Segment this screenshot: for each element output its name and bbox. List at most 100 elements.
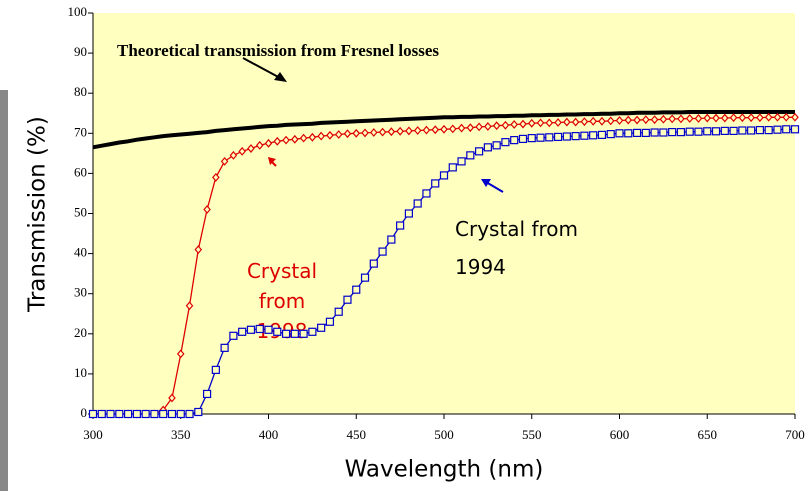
marker bbox=[528, 135, 535, 142]
marker bbox=[186, 411, 193, 418]
marker bbox=[765, 127, 772, 134]
marker bbox=[581, 132, 588, 139]
marker bbox=[221, 344, 228, 351]
y-tick-label: 0 bbox=[81, 405, 88, 420]
marker bbox=[537, 134, 544, 141]
marker bbox=[519, 135, 526, 142]
annotation-line: Crystal bbox=[247, 259, 317, 283]
annotation-line: 1994 bbox=[455, 255, 506, 279]
x-tick-label: 550 bbox=[522, 427, 542, 442]
x-tick-label: 300 bbox=[83, 427, 103, 442]
marker bbox=[783, 126, 790, 133]
annotation-line: Crystal from bbox=[455, 217, 578, 241]
marker bbox=[107, 411, 114, 418]
marker bbox=[326, 318, 333, 325]
marker bbox=[721, 127, 728, 134]
marker bbox=[397, 222, 404, 229]
marker bbox=[634, 129, 641, 136]
marker bbox=[265, 326, 272, 333]
marker bbox=[713, 128, 720, 135]
marker bbox=[116, 411, 123, 418]
annotation-line: from bbox=[259, 289, 306, 313]
y-axis-label: Transmission (%) bbox=[25, 116, 51, 313]
x-tick-label: 350 bbox=[171, 427, 191, 442]
marker bbox=[651, 129, 658, 136]
marker bbox=[476, 148, 483, 155]
side-strip bbox=[0, 90, 8, 491]
y-tick-label: 50 bbox=[74, 204, 87, 219]
marker bbox=[318, 324, 325, 331]
y-tick-label: 100 bbox=[68, 4, 88, 19]
marker bbox=[563, 133, 570, 140]
chart: Wavelength (nm) Transmission (%) Theoret… bbox=[0, 0, 809, 491]
marker bbox=[511, 137, 518, 144]
marker bbox=[274, 328, 281, 335]
y-tick-label: 10 bbox=[74, 365, 87, 380]
y-tick-label: 80 bbox=[74, 84, 87, 99]
marker bbox=[230, 332, 237, 339]
x-tick-label: 450 bbox=[347, 427, 367, 442]
y-tick-label: 70 bbox=[74, 124, 87, 139]
marker bbox=[774, 126, 781, 133]
marker bbox=[625, 130, 632, 137]
plot-area bbox=[93, 13, 795, 414]
marker bbox=[449, 164, 456, 171]
x-tick-label: 700 bbox=[785, 427, 805, 442]
marker bbox=[432, 180, 439, 187]
marker bbox=[283, 330, 290, 337]
marker bbox=[423, 190, 430, 197]
marker bbox=[151, 411, 158, 418]
marker bbox=[125, 411, 132, 418]
y-tick-label: 40 bbox=[74, 245, 87, 260]
marker bbox=[177, 411, 184, 418]
marker bbox=[642, 129, 649, 136]
marker bbox=[441, 172, 448, 179]
marker bbox=[142, 411, 149, 418]
x-tick-label: 500 bbox=[434, 427, 454, 442]
marker bbox=[388, 236, 395, 243]
marker bbox=[414, 200, 421, 207]
marker bbox=[239, 328, 246, 335]
y-tick-label: 30 bbox=[74, 285, 87, 300]
x-tick-label: 600 bbox=[610, 427, 630, 442]
marker bbox=[344, 296, 351, 303]
marker bbox=[353, 286, 360, 293]
marker bbox=[546, 134, 553, 141]
marker bbox=[739, 127, 746, 134]
marker bbox=[572, 133, 579, 140]
y-tick-label: 20 bbox=[74, 325, 87, 340]
marker bbox=[309, 328, 316, 335]
marker bbox=[677, 129, 684, 136]
annotation: Theoretical transmission from Fresnel lo… bbox=[117, 41, 439, 60]
marker bbox=[300, 330, 307, 337]
marker bbox=[370, 260, 377, 267]
marker bbox=[98, 411, 105, 418]
x-tick-label: 400 bbox=[259, 427, 279, 442]
marker bbox=[160, 411, 167, 418]
marker bbox=[458, 158, 465, 165]
x-axis-label: Wavelength (nm) bbox=[345, 457, 544, 483]
marker bbox=[133, 411, 140, 418]
marker bbox=[730, 127, 737, 134]
marker bbox=[484, 144, 491, 151]
marker bbox=[660, 129, 667, 136]
marker bbox=[616, 130, 623, 137]
marker bbox=[590, 132, 597, 139]
marker bbox=[90, 411, 97, 418]
marker bbox=[502, 139, 509, 146]
marker bbox=[335, 308, 342, 315]
marker bbox=[256, 325, 263, 332]
marker bbox=[607, 131, 614, 138]
marker bbox=[695, 128, 702, 135]
marker bbox=[204, 390, 211, 397]
marker bbox=[555, 133, 562, 140]
marker bbox=[195, 408, 202, 415]
marker bbox=[405, 210, 412, 217]
marker bbox=[362, 274, 369, 281]
y-tick-label: 90 bbox=[74, 44, 87, 59]
marker bbox=[756, 127, 763, 134]
marker bbox=[379, 248, 386, 255]
marker bbox=[704, 128, 711, 135]
marker bbox=[686, 128, 693, 135]
marker bbox=[598, 131, 605, 138]
